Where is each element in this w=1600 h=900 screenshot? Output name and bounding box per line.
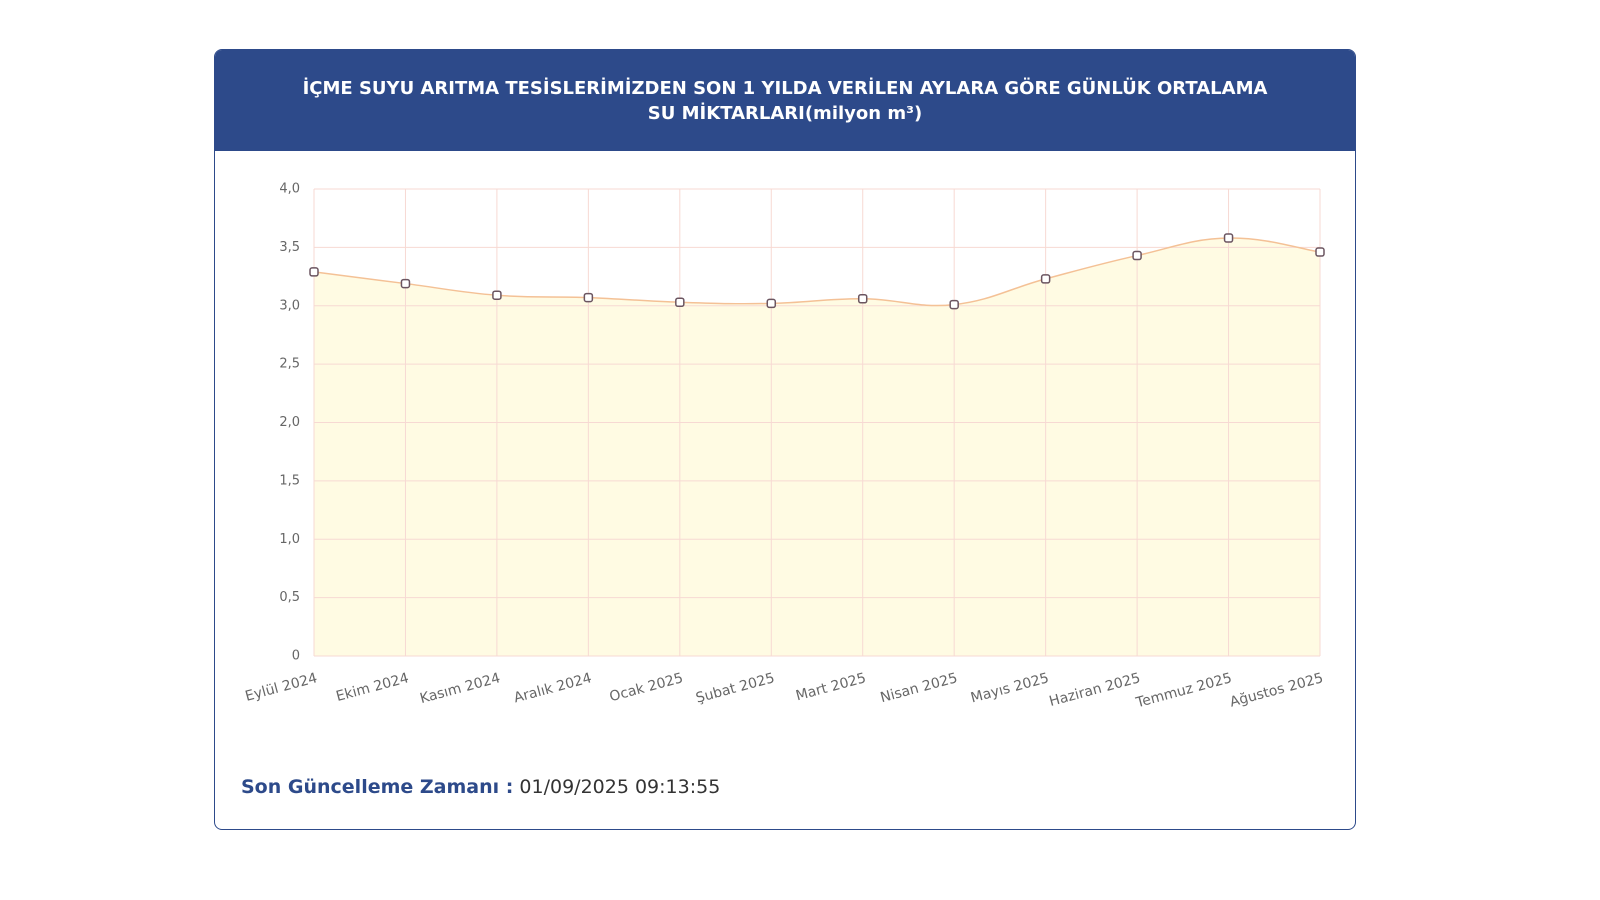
x-tick-label: Ekim 2024 [334,670,410,705]
point [400,278,411,289]
point [1223,233,1234,243]
y-tick-label: 3,0 [279,298,300,313]
point [1315,247,1325,257]
y-tick-label: 1,5 [279,473,300,488]
point [1040,274,1051,284]
point [1132,250,1142,261]
x-tick-label: Mayıs 2025 [969,670,1051,706]
x-tick-label: Temmuz 2025 [1133,670,1233,711]
y-tick-label: 2,5 [279,357,300,372]
line [313,237,1321,307]
point [675,297,685,307]
y-tick-label: 3,5 [279,240,300,255]
x-tick-label: Haziran 2025 [1048,670,1143,710]
x-tick-label: Nisan 2025 [879,670,960,706]
y-tick-label: 0,5 [279,590,300,605]
update-label: Son Güncelleme Zamanı : [241,776,514,798]
x-tick-label: Ocak 2025 [608,670,685,705]
y-tick-label: 1,0 [279,532,300,547]
point [309,267,319,277]
chart-title: İÇME SUYU ARITMA TESİSLERİMİZDEN SON 1 Y… [302,77,1268,124]
x-tick-label: Aralık 2024 [512,670,593,706]
x-tick-label: Kasım 2024 [418,670,502,707]
card-header: İÇME SUYU ARITMA TESİSLERİMİZDEN SON 1 Y… [215,50,1355,151]
area [314,238,1320,656]
x-tick-label: Eylül 2024 [244,670,320,705]
point [949,299,959,310]
point [492,290,502,300]
update-value: 01/09/2025 09:13:55 [519,776,721,798]
point [857,293,868,304]
x-tick-label: Ağustos 2025 [1228,670,1325,710]
last-update: Son Güncelleme Zamanı : 01/09/2025 09:13… [241,776,720,798]
point [766,298,777,309]
y-tick-label: 4,0 [279,182,300,197]
y-tick-label: 0 [292,649,300,664]
y-tick-label: 2,0 [279,415,300,430]
x-tick-label: Şubat 2025 [694,670,776,706]
x-tick-label: Mart 2025 [794,670,868,704]
point [583,292,594,303]
